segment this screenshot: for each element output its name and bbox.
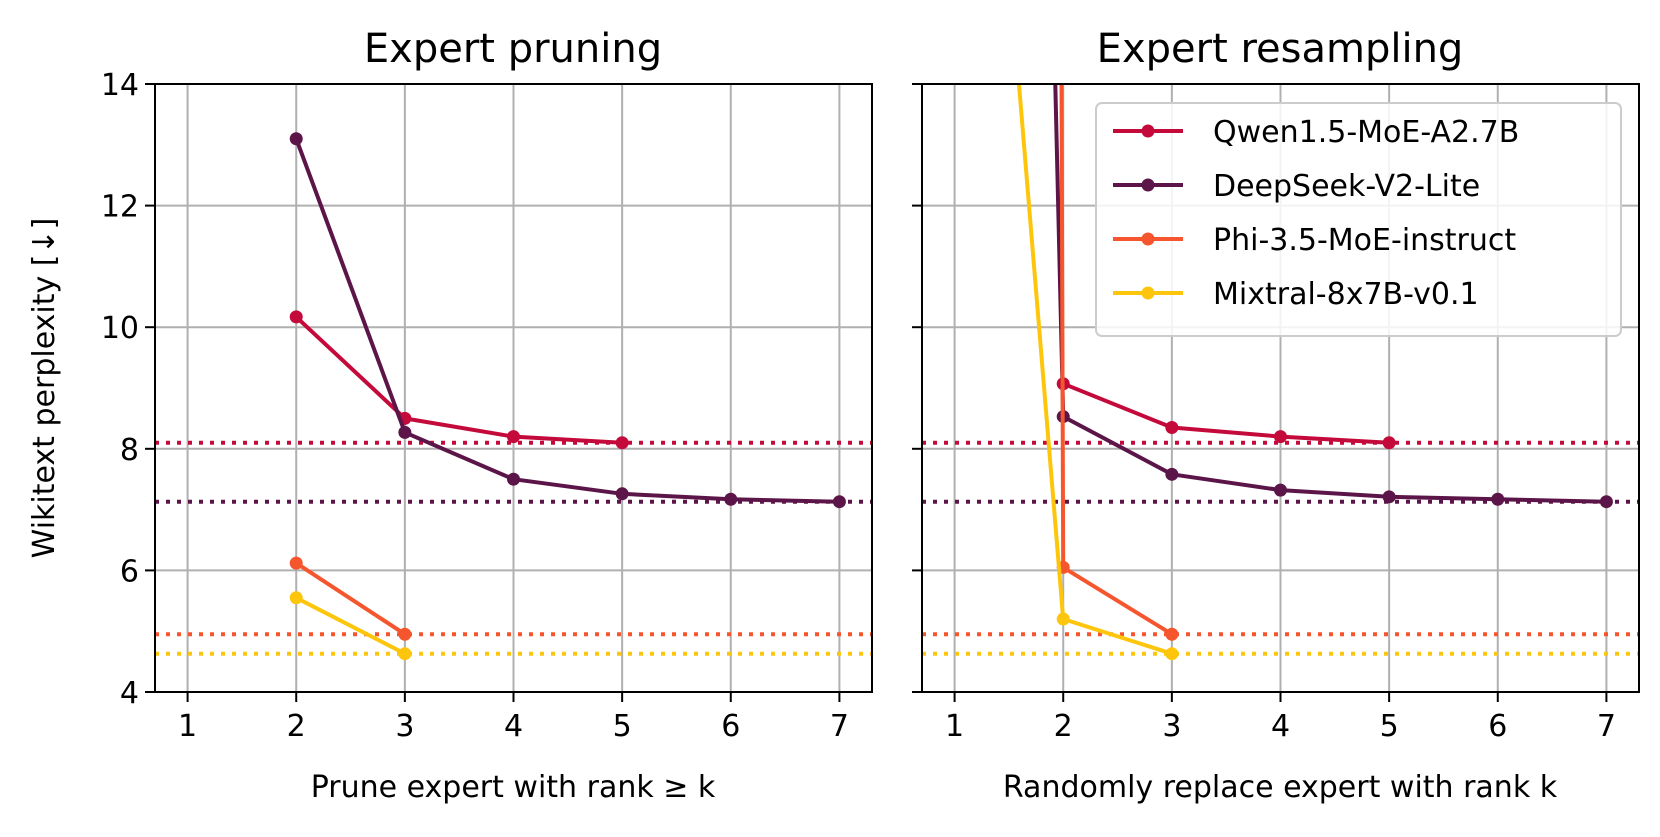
data-point — [1165, 647, 1179, 661]
legend-label: Phi-3.5-MoE-instruct — [1213, 223, 1516, 258]
y-axis-label: Wikitext perplexity [↓] — [27, 218, 62, 559]
data-point — [289, 132, 303, 146]
data-point — [507, 472, 520, 486]
legend-entry-deepseek-v2-lite: DeepSeek-V2-Lite — [1113, 169, 1480, 204]
data-point — [507, 430, 520, 444]
series-line — [295, 596, 406, 656]
legend-marker — [1141, 232, 1155, 246]
series-mixtral-8x7b-v0-1 — [1016, 84, 1179, 661]
data-point — [1274, 483, 1287, 497]
y-ticks: 4 6 8 10 12 14 — [101, 68, 155, 711]
y-tick-label: 6 — [120, 554, 139, 589]
data-point — [1599, 495, 1613, 509]
data-point — [289, 591, 303, 605]
data-point — [724, 492, 738, 506]
x-tick-label: 2 — [287, 709, 306, 744]
data-point — [398, 627, 412, 641]
legend-box — [1095, 102, 1622, 337]
legend: Qwen1.5-MoE-A2.7B DeepSeek-V2-Lite Phi-3.5… — [1095, 102, 1622, 337]
data-point — [615, 436, 629, 450]
x-tick-label: 1 — [945, 709, 964, 744]
series-line — [294, 138, 840, 504]
legend-marker — [1141, 124, 1155, 138]
x-tick-label: 3 — [395, 709, 414, 744]
legend-marker — [1141, 178, 1155, 192]
series-line — [294, 315, 623, 445]
y-tick-label: 10 — [101, 311, 139, 346]
data-point — [398, 425, 412, 439]
legend-marker — [1141, 286, 1155, 300]
chart-title: Expert pruning — [364, 26, 662, 72]
series-qwen1-5-moe-a2-7b — [1056, 377, 1396, 450]
x-tick-label: 5 — [1380, 709, 1399, 744]
data-point — [1382, 436, 1396, 450]
y-tick-label: 4 — [120, 676, 139, 711]
series-phi-3-5-moe-instruct — [289, 556, 412, 641]
chart-title: Expert resampling — [1097, 26, 1464, 72]
x-tick-label: 4 — [504, 709, 523, 744]
data-point — [1165, 627, 1179, 641]
panel-expert-resampling: Expert resampling 1 2 3 4 5 6 7 Randomly repla… — [912, 26, 1640, 805]
data-point — [1382, 490, 1396, 504]
x-axis-label: Randomly replace expert with rank k — [1003, 770, 1558, 805]
data-point — [289, 310, 303, 324]
x-ticks: 1 2 3 4 5 6 7 — [178, 692, 849, 744]
data-point — [832, 495, 846, 509]
x-tick-label: 7 — [1597, 709, 1616, 744]
data-point — [1491, 492, 1505, 506]
series-qwen1-5-moe-a2-7b — [289, 310, 629, 450]
y-tick-label: 12 — [101, 190, 139, 225]
series-mixtral-8x7b-v0-1 — [289, 591, 412, 661]
series-deepseek-v2-lite — [289, 132, 846, 509]
x-tick-label: 6 — [1488, 709, 1507, 744]
data-point — [1056, 612, 1070, 626]
data-point — [1274, 430, 1287, 444]
x-axis-label: Prune expert with rank ≥ k — [311, 770, 716, 805]
x-tick-label: 3 — [1162, 709, 1181, 744]
legend-label: Qwen1.5-MoE-A2.7B — [1213, 115, 1519, 150]
y-ticks — [912, 83, 922, 693]
data-point — [398, 647, 412, 661]
series — [1016, 84, 1613, 661]
data-point — [1165, 421, 1179, 435]
data-point — [615, 487, 629, 501]
x-tick-label: 1 — [178, 709, 197, 744]
y-tick-label: 14 — [101, 68, 139, 103]
x-tick-label: 6 — [721, 709, 740, 744]
x-ticks: 1 2 3 4 5 6 7 — [945, 692, 1616, 744]
series-line — [295, 561, 406, 636]
legend-label: DeepSeek-V2-Lite — [1213, 169, 1480, 204]
data-point — [1165, 467, 1179, 481]
series-line — [1062, 381, 1390, 445]
x-tick-label: 5 — [613, 709, 632, 744]
data-point — [289, 556, 303, 570]
legend-entry-phi-3-5-moe-instruct: Phi-3.5-MoE-instruct — [1113, 223, 1516, 258]
x-tick-label: 7 — [830, 709, 849, 744]
grid — [155, 83, 872, 693]
x-tick-label: 2 — [1054, 709, 1073, 744]
legend-entry-qwen1-5-moe-a2-7b: Qwen1.5-MoE-A2.7B — [1113, 115, 1519, 150]
legend-label: Mixtral-8x7B-v0.1 — [1213, 277, 1479, 312]
y-tick-label: 8 — [120, 433, 139, 468]
series — [289, 132, 846, 661]
legend-entry-mixtral-8x7b-v0-1: Mixtral-8x7B-v0.1 — [1113, 277, 1479, 312]
x-tick-label: 4 — [1271, 709, 1290, 744]
